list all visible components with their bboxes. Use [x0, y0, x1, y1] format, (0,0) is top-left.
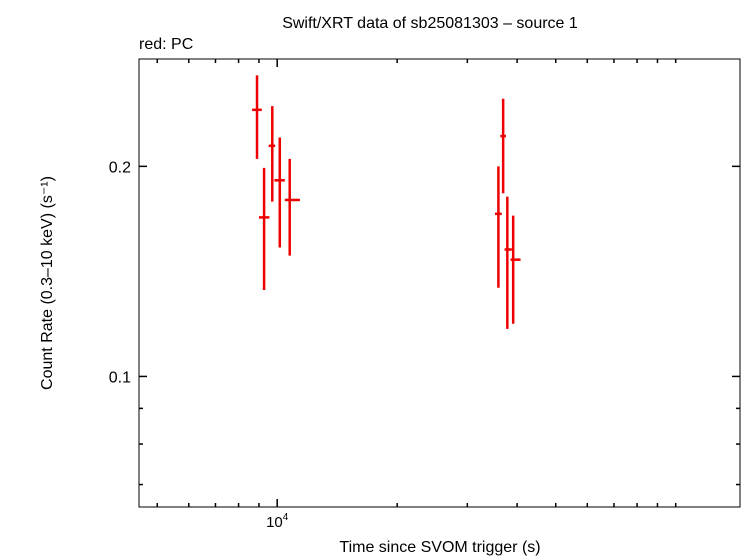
y-axis-label: Count Rate (0.3–10 keV) (s⁻¹) — [39, 176, 56, 390]
data-point — [284, 158, 300, 256]
chart-title: Swift/XRT data of sb25081303 – source 1 — [282, 15, 578, 32]
data-points — [252, 75, 521, 329]
y-tick-label: 0.2 — [109, 159, 131, 176]
data-point — [510, 215, 521, 324]
y-tick-label: 0.1 — [109, 369, 131, 386]
data-point — [504, 196, 512, 329]
x-axis-label: Time since SVOM trigger (s) — [339, 539, 540, 556]
plot-frame — [138, 58, 741, 508]
y-axis-ticks: 0.1 0.2 — [109, 159, 740, 486]
data-point — [258, 167, 270, 290]
data-point — [252, 75, 262, 159]
x-tick-label: 104 — [266, 512, 289, 531]
data-point — [500, 98, 506, 194]
data-point — [274, 137, 285, 248]
data-point — [494, 166, 502, 288]
x-axis-ticks: 104 — [156, 59, 677, 531]
chart-subtitle: red: PC — [139, 36, 193, 53]
data-point — [268, 106, 276, 202]
